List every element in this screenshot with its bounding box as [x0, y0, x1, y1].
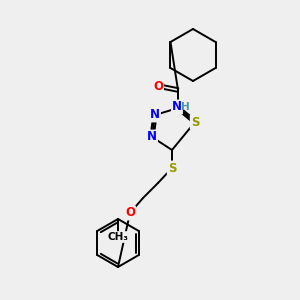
Text: S: S — [191, 116, 199, 128]
Text: N: N — [147, 130, 157, 143]
Text: N: N — [150, 109, 160, 122]
Text: O: O — [153, 80, 163, 92]
Text: N: N — [172, 100, 182, 113]
Text: O: O — [125, 206, 135, 220]
Text: S: S — [168, 161, 176, 175]
Text: CH₃: CH₃ — [107, 232, 128, 242]
Text: H: H — [181, 101, 189, 112]
